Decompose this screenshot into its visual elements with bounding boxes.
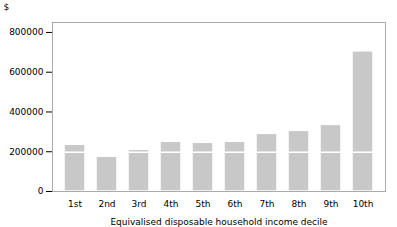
- svg-text:800000: 800000: [9, 27, 44, 37]
- svg-text:7th: 7th: [260, 199, 275, 209]
- svg-text:1st: 1st: [68, 199, 82, 209]
- svg-text:10th: 10th: [353, 199, 374, 209]
- svg-text:4th: 4th: [164, 199, 179, 209]
- svg-text:5th: 5th: [196, 199, 211, 209]
- svg-text:400000: 400000: [9, 107, 44, 117]
- svg-text:2nd: 2nd: [98, 199, 115, 209]
- svg-text:9th: 9th: [324, 199, 339, 209]
- svg-text:3rd: 3rd: [132, 199, 147, 209]
- svg-text:600000: 600000: [9, 67, 44, 77]
- svg-text:0: 0: [38, 186, 44, 196]
- svg-text:Equivalised disposable househo: Equivalised disposable household income …: [110, 217, 328, 227]
- svg-text:$: $: [4, 2, 10, 12]
- svg-text:8th: 8th: [292, 199, 307, 209]
- svg-text:200000: 200000: [9, 147, 44, 157]
- svg-text:6th: 6th: [228, 199, 243, 209]
